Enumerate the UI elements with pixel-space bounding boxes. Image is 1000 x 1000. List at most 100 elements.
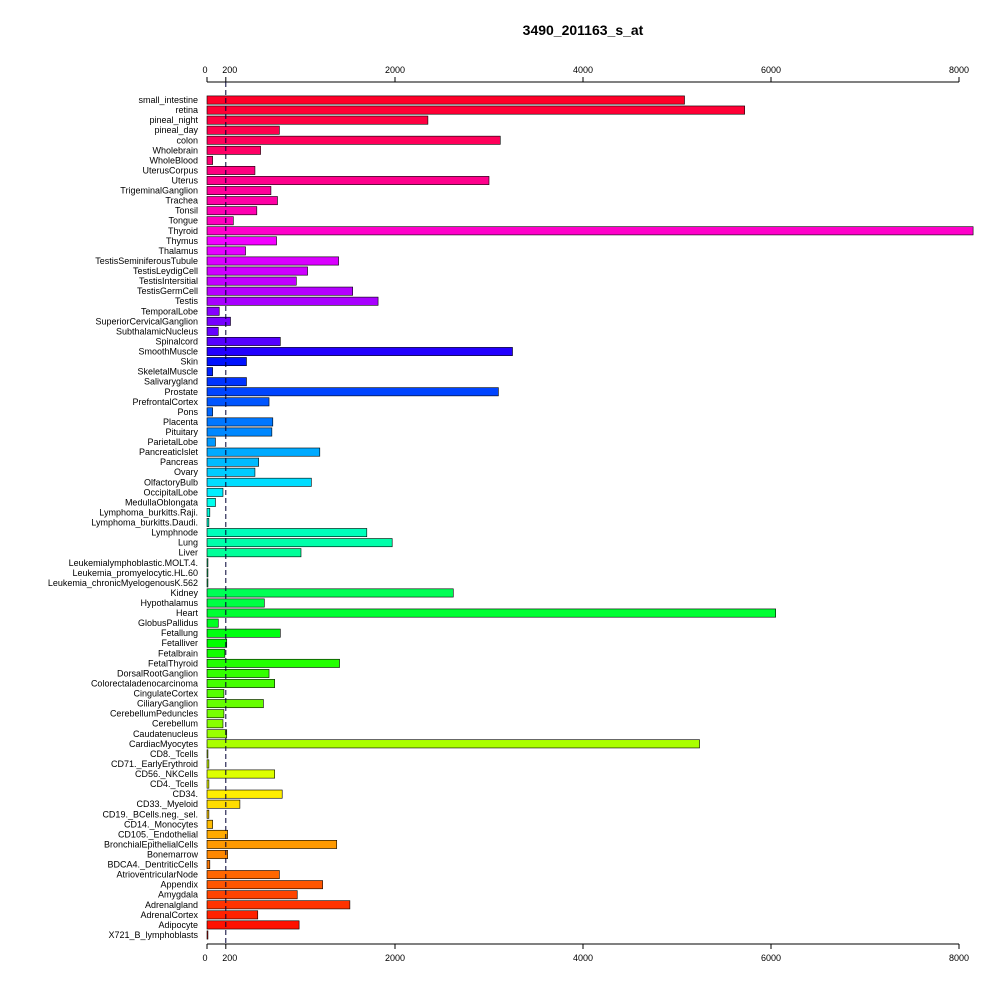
category-label: FetalThyroid xyxy=(148,658,198,668)
category-label: Leukemialymphoblastic.MOLT.4. xyxy=(69,558,198,568)
category-label: Hypothalamus xyxy=(140,598,198,608)
bar-Uterus xyxy=(206,176,490,185)
bar-Lymphnode xyxy=(206,528,368,538)
bar-Adipocyte xyxy=(206,920,300,930)
category-label: Lymphnode xyxy=(151,528,198,538)
category-label: Thymus xyxy=(166,236,199,246)
bar-TemporalLobe xyxy=(206,306,220,316)
category-label: Kidney xyxy=(170,588,198,598)
category-label: BDCA4._DentriticCells xyxy=(107,860,198,870)
bar-Fetalbrain xyxy=(206,648,226,658)
category-labels-group: small_intestineretinapineal_nightpineal_… xyxy=(48,95,199,940)
bar-Amygdala xyxy=(206,890,298,900)
bar-small_intestine xyxy=(206,95,685,105)
category-label: Spinalcord xyxy=(155,336,198,346)
bar-Caudatenucleus xyxy=(206,729,228,739)
bar-Adrenalgland xyxy=(206,900,351,910)
bar-BronchialEpithelialCells xyxy=(206,840,338,849)
category-label: AdrenalCortex xyxy=(140,910,198,920)
bottom-tick-label: 2000 xyxy=(385,953,405,963)
bar-Trachea xyxy=(206,196,278,206)
bar-TestisGermCell xyxy=(206,286,353,296)
bar-GlobusPallidus xyxy=(206,618,219,628)
category-label: Pituitary xyxy=(165,427,198,437)
category-label: colon xyxy=(176,135,198,145)
bar-Liver xyxy=(206,548,302,558)
bar-Leukemia_promyelocytic.HL.60 xyxy=(206,568,209,578)
category-label: SmoothMuscle xyxy=(138,347,198,357)
bar-Ovary xyxy=(206,467,256,477)
bar-CiliaryGanglion xyxy=(206,699,264,709)
chart-title: 3490_201163_s_at xyxy=(523,22,644,38)
category-label: Trachea xyxy=(165,196,198,206)
bar-Bonemarrow xyxy=(206,850,228,859)
category-label: SuperiorCervicalGanglion xyxy=(95,316,198,326)
category-label: Leukemia_chronicMyelogenousK.562 xyxy=(48,578,198,588)
bar-BDCA4._DentriticCells xyxy=(206,860,211,869)
bar-ParietalLobe xyxy=(206,437,216,447)
category-label: Tonsil xyxy=(175,206,198,216)
bar-Spinalcord xyxy=(206,337,281,346)
category-label: CerebellumPeduncles xyxy=(110,709,199,719)
category-label: Fetalliver xyxy=(161,638,198,648)
bottom-x-axis: 0 200 2000 4000 6000 8000 xyxy=(202,943,969,963)
category-label: CD8._Tcells xyxy=(150,749,199,759)
bottom-tick-label: 200 xyxy=(222,953,237,963)
bar-Pituitary xyxy=(206,427,273,437)
bar-Appendix xyxy=(206,880,323,890)
category-label: CingulateCortex xyxy=(133,689,198,699)
category-label: Testis xyxy=(175,296,199,306)
bar-Wholebrain xyxy=(206,145,261,155)
category-label: Colorectaladenocarcinoma xyxy=(91,678,198,688)
bar-CD14._Monocytes xyxy=(206,819,213,829)
bar-CD19._BCells.neg._sel. xyxy=(206,809,210,819)
category-label: Leukemia_promyelocytic.HL.60 xyxy=(72,568,198,578)
bar-OlfactoryBulb xyxy=(206,477,312,487)
category-label: Placenta xyxy=(163,417,198,427)
bar-Placenta xyxy=(206,417,274,427)
bar-SmoothMuscle xyxy=(206,347,513,356)
bar-Thymus xyxy=(206,236,277,246)
category-label: Fetallung xyxy=(161,628,198,638)
category-label: pineal_night xyxy=(149,115,198,125)
category-label: Uterus xyxy=(171,176,198,186)
category-label: Lymphoma_burkitts.Raji. xyxy=(99,507,198,517)
bar-CD8._Tcells xyxy=(206,749,209,759)
category-label: Lymphoma_burkitts.Daudi. xyxy=(91,518,198,528)
bottom-tick-label: 4000 xyxy=(573,953,593,963)
category-label: CD19._BCells.neg._sel. xyxy=(102,809,198,819)
bar-Salivarygland xyxy=(206,377,247,387)
category-label: Ovary xyxy=(174,467,199,477)
category-label: PancreaticIslet xyxy=(139,447,199,457)
top-tick-label: 0 xyxy=(202,65,207,75)
bar-colon xyxy=(206,135,501,145)
bar-pineal_night xyxy=(206,115,429,125)
bar-TestisLeydigCell xyxy=(206,266,308,276)
category-label: retina xyxy=(175,105,198,115)
bar-SkeletalMuscle xyxy=(206,367,213,377)
bar-CD4._Tcells xyxy=(206,779,210,789)
category-label: Pancreas xyxy=(160,457,199,467)
bar-TestisSeminiferousTubule xyxy=(206,256,339,266)
bottom-tick-label: 8000 xyxy=(949,953,969,963)
category-label: UterusCorpus xyxy=(142,165,198,175)
bar-Prostate xyxy=(206,387,499,397)
category-label: ParietalLobe xyxy=(147,437,198,447)
top-tick-label: 4000 xyxy=(573,65,593,75)
category-label: X721_B_lymphoblasts xyxy=(108,930,198,940)
category-label: SubthalamicNucleus xyxy=(116,326,199,336)
category-label: OlfactoryBulb xyxy=(144,477,198,487)
bar-Tonsil xyxy=(206,206,258,216)
bar-PrefrontalCortex xyxy=(206,397,270,407)
category-label: Wholebrain xyxy=(152,145,198,155)
category-label: Amygdala xyxy=(158,890,198,900)
bar-CerebellumPeduncles xyxy=(206,709,225,719)
bottom-tick-label: 6000 xyxy=(761,953,781,963)
bar-CardiacMyocytes xyxy=(206,739,700,749)
category-label: CiliaryGanglion xyxy=(137,699,198,709)
top-x-axis: 0 200 2000 4000 6000 8000 xyxy=(202,65,969,83)
category-label: TestisSeminiferousTubule xyxy=(95,256,198,266)
bar-retina xyxy=(206,105,745,115)
category-label: Prostate xyxy=(164,387,198,397)
bar-CD33._Myeloid xyxy=(206,799,241,809)
